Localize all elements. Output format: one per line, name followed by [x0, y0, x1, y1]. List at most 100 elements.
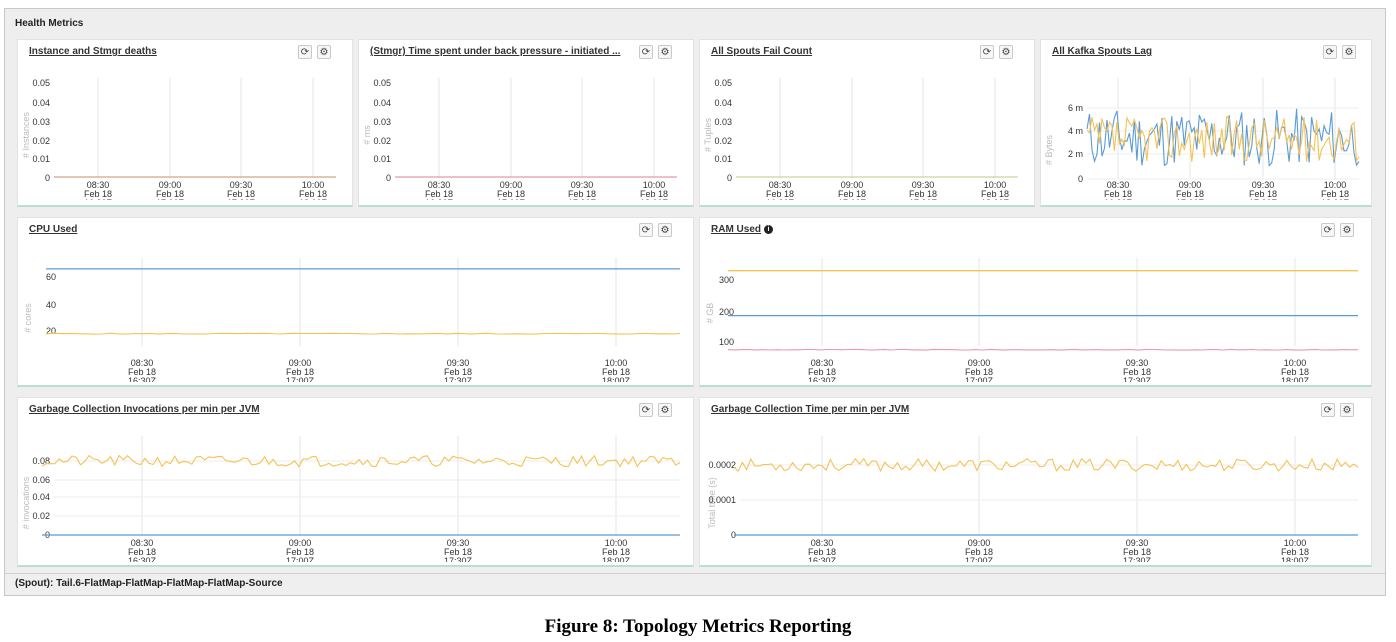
gear-icon[interactable]: ⚙: [658, 403, 672, 417]
x-tick-label: Feb 18: [1104, 189, 1132, 199]
panel-title[interactable]: (Stmgr) Time spent under back pressure -…: [370, 46, 621, 57]
x-tick-label: 18:00Z: [1281, 556, 1310, 562]
x-tick-label: 09:30: [230, 180, 253, 190]
series-line: [1086, 115, 1360, 163]
x-tick-label: Feb 18: [602, 367, 630, 377]
x-tick-label: 10:00: [302, 180, 325, 190]
series-line: [1086, 108, 1360, 167]
refresh-icon[interactable]: ⟳: [1321, 223, 1335, 237]
x-tick-label: 17:30Z: [1123, 556, 1152, 562]
x-tick-label: 08:30: [769, 180, 792, 190]
x-tick-label: 10:00: [605, 358, 628, 368]
x-tick-label: Feb 18: [808, 547, 836, 557]
x-tick-label: Feb 18: [909, 189, 937, 199]
y-tick-label: 0: [731, 530, 736, 540]
panel-title[interactable]: RAM Used i: [711, 224, 774, 235]
refresh-icon[interactable]: ⟳: [639, 223, 653, 237]
x-tick-label: 17:30Z: [1123, 376, 1152, 382]
y-tick-label: 60: [46, 272, 56, 282]
info-icon[interactable]: i: [764, 225, 774, 234]
refresh-icon[interactable]: ⟳: [639, 403, 653, 417]
x-tick-label: 09:30: [1126, 538, 1149, 548]
gear-icon[interactable]: ⚙: [658, 223, 672, 237]
y-tick-label: 0.04: [32, 98, 50, 108]
x-tick-label: 08:30: [1107, 180, 1130, 190]
x-tick-label: Feb 18: [128, 547, 156, 557]
x-tick-label: 18:00Z: [1281, 376, 1310, 382]
refresh-icon[interactable]: ⟳: [298, 45, 312, 59]
gear-icon[interactable]: ⚙: [317, 45, 331, 59]
y-tick-label: 0: [386, 173, 391, 183]
refresh-icon[interactable]: ⟳: [1321, 403, 1335, 417]
y-tick-label: 100: [719, 337, 734, 347]
x-tick-label: Feb 18: [1123, 367, 1151, 377]
panel-gc-invocations: Garbage Collection Invocations per min p…: [17, 397, 694, 567]
gear-icon[interactable]: ⚙: [1340, 223, 1354, 237]
gear-icon[interactable]: ⚙: [1342, 45, 1356, 59]
y-tick-label: 0: [1078, 174, 1083, 184]
y-tick-label: 0.01: [714, 154, 732, 164]
panel-back-pressure: (Stmgr) Time spent under back pressure -…: [358, 39, 694, 207]
panel-title[interactable]: CPU Used: [29, 224, 78, 235]
gear-icon[interactable]: ⚙: [1340, 403, 1354, 417]
x-tick-label: Feb 18: [128, 367, 156, 377]
x-tick-label: 16:30Z: [808, 376, 837, 382]
gear-icon[interactable]: ⚙: [658, 45, 672, 59]
y-tick-label: 0: [45, 173, 50, 183]
panel-title[interactable]: All Kafka Spouts Lag: [1052, 46, 1153, 57]
x-tick-label: Feb 18: [299, 189, 327, 199]
x-tick-label: 17:00Z: [286, 556, 315, 562]
x-tick-label: 17:00Z: [1176, 198, 1205, 200]
y-tick-label: 20: [46, 326, 56, 336]
panel-title[interactable]: Garbage Collection Time per min per JVM: [711, 404, 910, 415]
x-tick-label: 09:00: [968, 358, 991, 368]
y-tick-label: 0.05: [714, 78, 732, 88]
x-tick-label: Feb 18: [965, 547, 993, 557]
x-tick-label: 17:00Z: [286, 376, 315, 382]
x-tick-label: 17:00Z: [965, 556, 994, 562]
panel-cpu-used: CPU Used ⟳ ⚙ # cores 60 40 20 08:30 Feb 18 16…: [17, 217, 694, 387]
panel-title[interactable]: Instance and Stmgr deaths: [29, 46, 157, 57]
x-tick-label: 17:00Z: [497, 198, 526, 200]
x-tick-label: 18:00Z: [602, 376, 631, 382]
x-tick-label: 18:00Z: [299, 198, 328, 200]
x-tick-label: 17:30Z: [444, 556, 473, 562]
x-tick-label: Feb 18: [286, 367, 314, 377]
y-tick-label: 0.02: [32, 511, 50, 521]
x-tick-label: 17:30Z: [568, 198, 597, 200]
panel-title-text: RAM Used: [711, 224, 762, 235]
panel-title[interactable]: Garbage Collection Invocations per min p…: [29, 404, 260, 415]
refresh-icon[interactable]: ⟳: [1323, 45, 1337, 59]
x-tick-label: 16:30Z: [1104, 198, 1133, 200]
y-tick-label: 0.0002: [708, 460, 736, 470]
x-tick-label: Feb 18: [766, 189, 794, 199]
refresh-icon[interactable]: ⟳: [639, 45, 653, 59]
x-tick-label: Feb 18: [640, 189, 668, 199]
x-tick-label: Feb 18: [1321, 189, 1349, 199]
x-tick-label: 18:00Z: [640, 198, 669, 200]
y-tick-label: 0.05: [373, 78, 391, 88]
y-tick-label: 0.06: [32, 475, 50, 485]
x-tick-label: 17:30Z: [227, 198, 256, 200]
x-tick-label: 08:30: [811, 358, 834, 368]
panel-spouts-fail: All Spouts Fail Count ⟳ ⚙ # Tuples 0.05 0…: [699, 39, 1035, 207]
y-tick-label: 2 m: [1068, 149, 1083, 159]
x-tick-label: Feb 18: [981, 189, 1009, 199]
x-tick-label: Feb 18: [568, 189, 596, 199]
refresh-icon[interactable]: ⟳: [980, 45, 994, 59]
x-tick-label: 17:30Z: [909, 198, 938, 200]
x-tick-label: Feb 18: [838, 189, 866, 199]
gear-icon[interactable]: ⚙: [999, 45, 1013, 59]
x-tick-label: 09:30: [571, 180, 594, 190]
x-tick-label: 10:00: [1284, 358, 1307, 368]
y-tick-label: 0.02: [32, 136, 50, 146]
panel-title[interactable]: All Spouts Fail Count: [711, 46, 813, 57]
x-tick-label: 10:00: [984, 180, 1007, 190]
x-tick-label: Feb 18: [444, 547, 472, 557]
